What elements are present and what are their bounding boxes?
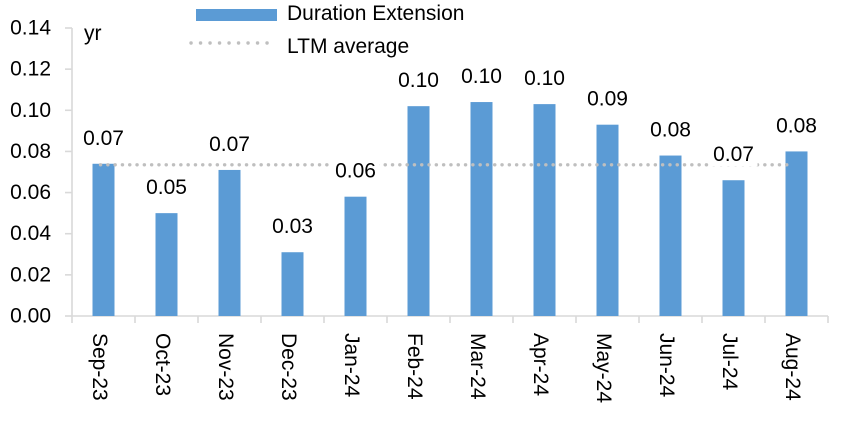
bar-label-backing [520,68,569,91]
y-tick-label: 0.08 [10,140,51,163]
y-tick-label: 0.06 [10,181,51,204]
y-tick-label: 0.14 [10,17,51,40]
x-category-label: Nov-23 [214,333,237,401]
bar-value-label: 0.07 [209,133,250,156]
bar-value-label: 0.03 [272,215,313,238]
bar [470,102,493,316]
bar-value-label: 0.07 [83,127,124,150]
bar-value-label: 0.08 [776,114,817,137]
legend-label-ltm-average: LTM average [287,35,409,58]
legend-swatch-duration-extension [196,9,277,21]
bar-label-backing [583,88,632,111]
bar-label-backing [331,160,380,183]
bar-value-label: 0.06 [335,160,376,183]
bar-value-label: 0.10 [398,69,439,92]
bar-label-backing [646,119,695,142]
x-category-label: Jan-24 [340,333,363,398]
x-category-label: Aug-24 [781,333,804,401]
legend: Duration Extension LTM average [189,2,464,58]
y-tick-label: 0.04 [10,222,51,245]
bar-value-label: 0.10 [461,65,502,88]
bar-label-backing [79,127,128,150]
bar [533,104,556,316]
y-axis-unit-label: yr [84,22,102,45]
bar [281,252,304,316]
x-category-label: Jul-24 [718,333,741,391]
bar-label-backing [142,177,191,200]
y-tick-label: 0.02 [10,263,51,286]
x-category-label: May-24 [592,333,615,403]
bar [218,169,241,316]
x-category-label: Sep-23 [88,333,111,401]
y-tick-label: 0.12 [10,58,51,81]
bar-label-backing [268,216,317,239]
bar-label-backing [457,66,506,89]
bar-value-label: 0.09 [587,88,628,111]
y-tick-label: 0.00 [10,305,51,328]
bar-value-label: 0.07 [713,143,754,166]
bar [659,155,682,316]
bar-label-backing [394,70,443,93]
legend-label-duration-extension: Duration Extension [287,2,464,25]
plot-area: 0.00 0.02 0.04 0.06 0.08 0.10 0.12 0.14 0.07 0.05… [10,17,829,403]
x-category-label: Apr-24 [529,333,552,396]
x-category-label: Dec-23 [277,333,300,401]
x-category-label: Jun-24 [655,333,678,398]
bar-value-label: 0.10 [524,67,565,90]
x-category-label: Feb-24 [403,333,426,400]
x-category-label: Mar-24 [466,333,489,400]
bar [785,151,808,316]
y-tick-label: 0.10 [10,99,51,122]
bar-label-backing [709,144,758,167]
bar [92,163,115,316]
bar-label-backing [772,115,821,138]
bar-label-backing [205,133,254,156]
bar [344,196,367,316]
bar [407,106,430,317]
bar-value-label: 0.08 [650,119,691,142]
bar-value-label: 0.05 [146,176,187,199]
x-category-label: Oct-23 [151,333,174,396]
bar [155,213,178,316]
bar [722,180,745,316]
bar [596,124,619,316]
